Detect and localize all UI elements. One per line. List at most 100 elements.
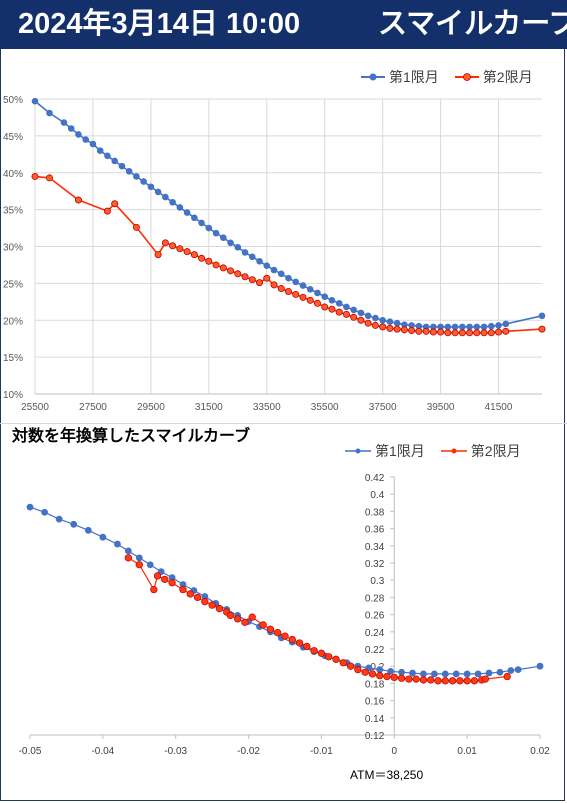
y-tick-label: 0.32 <box>365 559 385 570</box>
series-2-point <box>179 586 187 594</box>
series-1-point <box>538 312 546 320</box>
series-1-point <box>227 239 234 247</box>
series-2-point <box>480 329 488 337</box>
series-1-point <box>270 266 278 274</box>
chart1-legend: 第1限月 第2限月 <box>361 67 545 87</box>
series-1-point <box>459 323 466 331</box>
series-2-point <box>176 245 184 253</box>
series-1-point <box>379 316 386 324</box>
series-2-point <box>350 313 358 321</box>
series-1-point <box>133 173 140 180</box>
series-1-point <box>430 670 438 678</box>
series-2-point <box>451 329 459 337</box>
series-2-point <box>31 172 39 180</box>
series-1-point <box>441 670 449 678</box>
series-2-point <box>503 672 511 681</box>
series-2-point <box>342 310 350 318</box>
series-1-point <box>444 323 452 331</box>
series-1-point <box>376 666 384 674</box>
series-2-point <box>266 625 275 633</box>
series-1-point <box>183 209 191 216</box>
series-1-point <box>140 178 147 185</box>
y-tick-label: 0.28 <box>365 593 385 604</box>
series-2-point <box>434 677 442 685</box>
y-tick-label: 0.42 <box>365 473 385 484</box>
series-2-point <box>288 635 296 644</box>
x-tick-label: 0.01 <box>457 746 477 757</box>
series-2-point <box>441 677 449 685</box>
series-2-point <box>463 677 471 685</box>
series-2-point <box>190 251 198 259</box>
series-2-point <box>161 575 169 583</box>
series-2-point <box>310 647 318 655</box>
series-2-point <box>386 324 394 332</box>
series-1-point <box>111 157 118 165</box>
series-1-point <box>70 520 78 528</box>
series-1-point <box>357 309 365 317</box>
series-2-point <box>397 674 406 682</box>
series-1-point <box>451 323 459 331</box>
series-2-point <box>405 675 413 683</box>
series-2-point <box>339 659 347 667</box>
series-2-point <box>248 276 256 284</box>
series-2-point <box>408 327 416 335</box>
series-2-point <box>150 586 158 594</box>
series-2-point <box>415 327 423 335</box>
series-2-point <box>154 251 162 259</box>
x-tick-label: -0.05 <box>19 746 42 757</box>
series-2-point <box>481 675 490 683</box>
series-1-point <box>480 323 488 331</box>
y-tick-label: 35% <box>3 206 23 217</box>
series-1-point <box>393 319 401 327</box>
y-tick-label: 45% <box>3 132 23 143</box>
series-2-point <box>470 677 479 685</box>
series-2-point <box>183 248 191 256</box>
series-2-point <box>263 274 271 282</box>
series-2-point <box>427 676 435 684</box>
series-2-point <box>412 675 420 683</box>
series-1-point <box>146 561 154 569</box>
series-1-point <box>466 323 473 331</box>
series-2-point <box>111 200 119 208</box>
series-1-point <box>507 667 515 674</box>
y-tick-label: 0.38 <box>365 507 385 518</box>
series-2-point <box>313 299 321 307</box>
series-1-point <box>89 140 97 148</box>
series-2-point <box>390 673 398 682</box>
series-2-point <box>393 325 401 333</box>
header-title: スマイルカーブ <box>378 8 567 40</box>
legend-series2-label: 第2限月 <box>482 69 533 85</box>
series-2-point <box>169 242 177 250</box>
series-2-point <box>256 279 264 287</box>
series-2-point <box>135 561 143 569</box>
y-tick-label: 25% <box>3 279 23 290</box>
chart2-log-smile-curve: -0.05 -0.04 -0.03 -0.02 -0.01 0 0.01 0.02 0.12 0.… <box>19 473 551 757</box>
series-2-point <box>201 598 209 606</box>
x-tick-label: 41500 <box>485 402 513 413</box>
series-1-point <box>124 547 132 555</box>
series-1-point <box>409 669 416 677</box>
y-tick-label: 50% <box>3 95 23 106</box>
series-1-point <box>220 234 227 241</box>
series-2-point <box>487 329 495 337</box>
series-2-point <box>400 326 408 334</box>
series-1-point <box>335 299 343 307</box>
y-tick-label: 0.24 <box>365 628 385 639</box>
series-1-point <box>386 318 394 326</box>
series-1-point <box>401 321 408 328</box>
series-1-point <box>135 554 143 562</box>
series-2-point <box>371 321 379 329</box>
series-2-point <box>376 672 384 680</box>
x-tick-label: 0 <box>392 746 398 757</box>
legend-series1-label: 第1限月 <box>389 69 439 85</box>
series-2-point <box>325 653 333 661</box>
x-tick-label: -0.01 <box>310 746 333 757</box>
series-2-point <box>328 305 336 313</box>
y-tick-label: 0.34 <box>365 542 385 553</box>
x-tick-label: 27500 <box>79 402 107 413</box>
series-2-point <box>124 554 133 562</box>
x-tick-label: -0.04 <box>91 746 114 757</box>
atm-annotation: ATM＝38,250 <box>350 768 424 782</box>
series-2-point <box>444 329 452 337</box>
series-1-point <box>299 282 307 289</box>
